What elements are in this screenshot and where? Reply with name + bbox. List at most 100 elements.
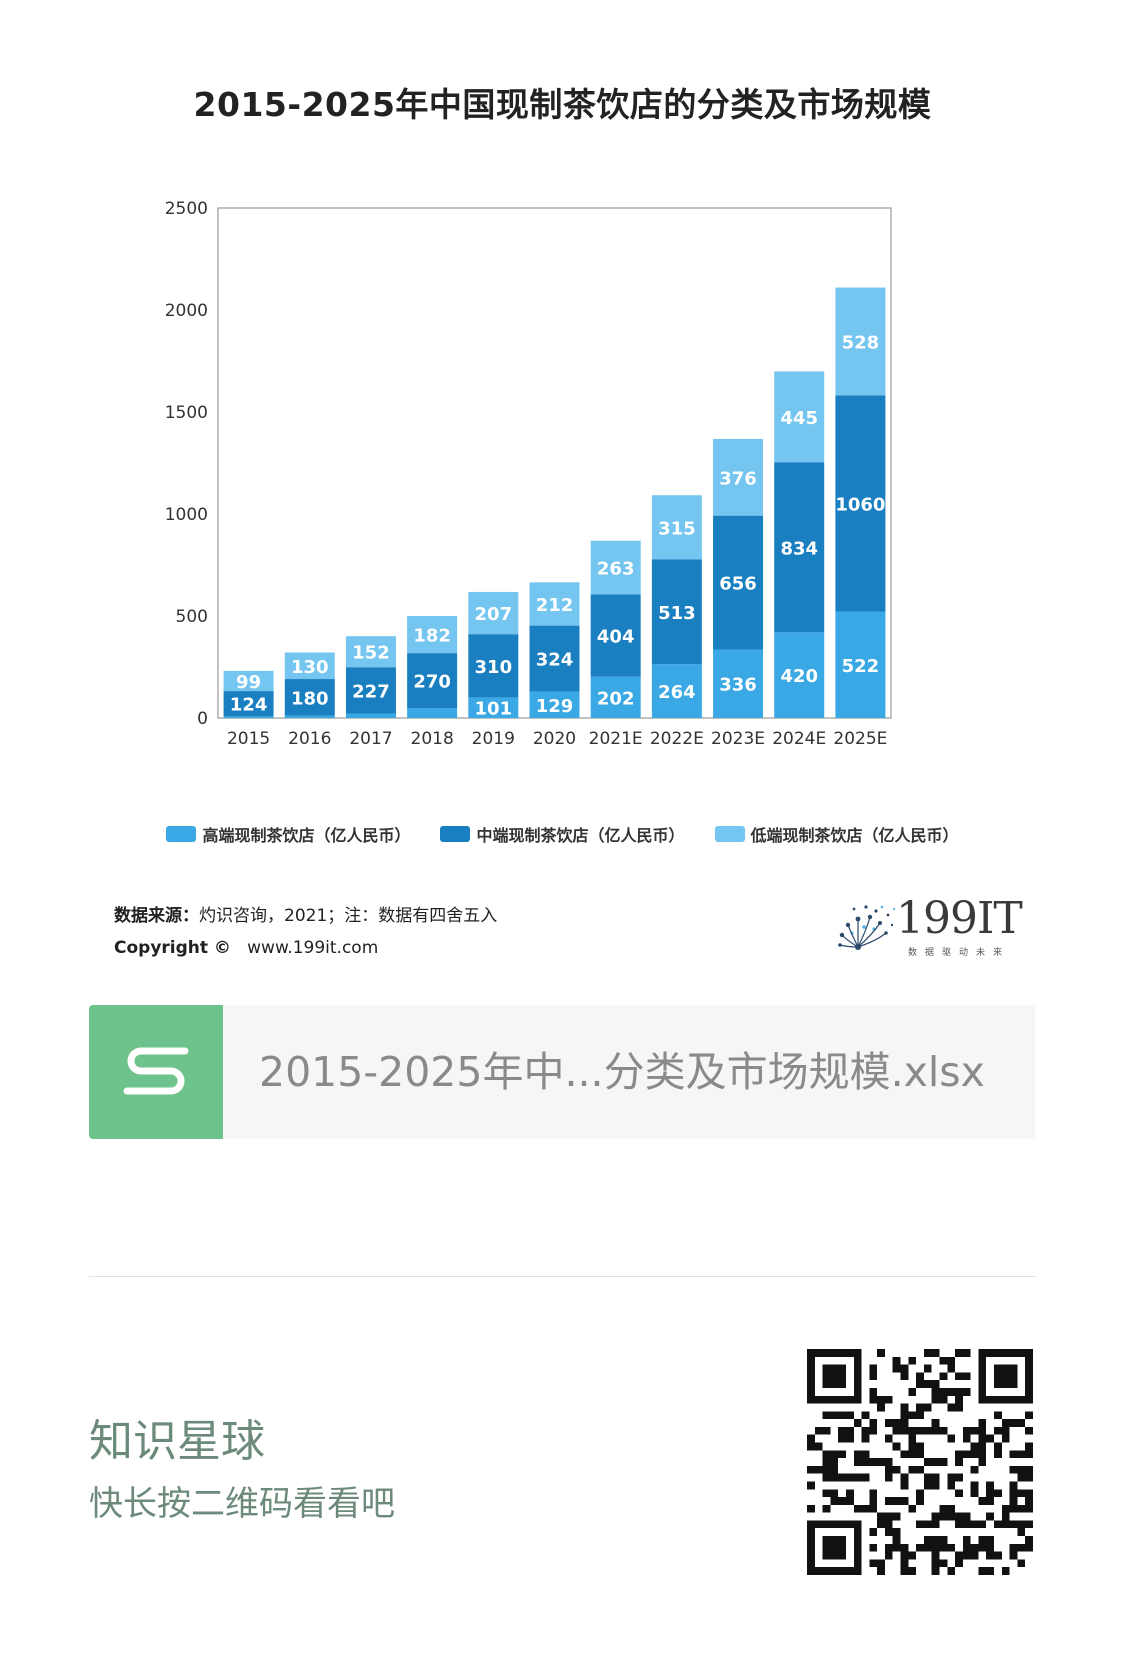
x-tick-label-2015: 2015 [227, 729, 270, 749]
data-label-2025E-series-0: 522 [842, 656, 880, 677]
data-label-2021E-series-0: 202 [597, 688, 635, 709]
x-tick-label-2016: 2016 [288, 729, 331, 749]
y-tick-label-1500: 1500 [165, 403, 208, 423]
bar-2018-series-1 [407, 653, 458, 709]
bar-2016-series-2 [284, 652, 335, 680]
data-label-2019-series-1: 310 [475, 657, 513, 678]
data-label-2015-series-1: 124 [230, 695, 268, 716]
y-tick-label-500: 500 [176, 607, 208, 627]
legend-label-low: 低端现制茶饮店（亿人民币） [750, 826, 959, 845]
bar-2021E-series-2 [590, 540, 641, 595]
source-url: www.199it.com [247, 938, 379, 958]
bar-2024E-series-0 [774, 632, 825, 718]
legend-item-low: 低端现制茶饮店（亿人民币） [714, 822, 959, 846]
legend-swatch-low [714, 826, 745, 842]
bar-2025E-series-2 [835, 287, 886, 396]
footer-title: 知识星球 [89, 1416, 265, 1467]
bar-2022E-series-1 [651, 559, 702, 665]
legend-swatch-high [166, 826, 197, 842]
data-label-2024E-series-1: 834 [780, 538, 818, 559]
bar-2024E-series-2 [774, 371, 825, 463]
dandelion-icon [838, 905, 896, 950]
source-note: 数据来源：灼识咨询，2021；注：数据有四舍五入 Copyright © www… [114, 900, 497, 964]
spreadsheet-s-icon [89, 1005, 223, 1139]
bar-2020-series-2 [529, 582, 580, 626]
bar-2017-series-2 [345, 636, 396, 668]
bar-2019-series-1 [468, 634, 519, 698]
data-label-2023E-series-1: 656 [719, 574, 757, 595]
data-label-2018-series-2: 182 [413, 626, 451, 647]
data-label-2024E-series-2: 445 [780, 408, 818, 429]
data-label-2017-series-1: 227 [352, 681, 390, 702]
file-attachment-card[interactable]: 2015-2025年中...分类及市场规模.xlsx [89, 1005, 1035, 1139]
data-label-2021E-series-1: 404 [597, 627, 635, 648]
x-tick-label-2019: 2019 [472, 729, 515, 749]
bar-2023E-series-2 [713, 438, 764, 516]
x-tick-label-2018: 2018 [411, 729, 454, 749]
legend-label-high: 高端现制茶饮店（亿人民币） [202, 826, 411, 845]
logo-tagline: 数据驱动未来 [908, 948, 1011, 958]
data-label-2025E-series-1: 1060 [835, 494, 885, 515]
bar-2015-series-1 [223, 691, 274, 717]
data-label-2023E-series-2: 376 [719, 468, 757, 489]
bar-2019-series-2 [468, 591, 519, 635]
chart-legend: 高端现制茶饮店（亿人民币） 中端现制茶饮店（亿人民币） 低端现制茶饮店（亿人民币… [0, 822, 1125, 846]
data-label-2020-series-2: 212 [536, 595, 574, 616]
legend-swatch-mid [440, 826, 471, 842]
bar-2023E-series-0 [713, 649, 764, 718]
data-label-2019-series-2: 207 [475, 604, 513, 625]
y-tick-label-0: 0 [197, 709, 208, 729]
x-tick-label-2023E: 2023E [711, 729, 765, 749]
data-label-2025E-series-2: 528 [842, 332, 880, 353]
legend-label-mid: 中端现制茶饮店（亿人民币） [476, 826, 685, 845]
divider [89, 1276, 1035, 1277]
source-label: 数据来源： [114, 906, 199, 926]
data-label-2022E-series-1: 513 [658, 603, 696, 624]
logo-text: 199IT [896, 893, 1023, 944]
bar-2020-series-1 [529, 625, 580, 692]
x-tick-label-2021E: 2021E [589, 729, 643, 749]
bar-2015-series-2 [223, 670, 274, 692]
y-tick-label-1000: 1000 [165, 505, 208, 525]
data-label-2016-series-1: 180 [291, 688, 329, 709]
logo-199it: 199IT 数据驱动未来 [828, 893, 1028, 965]
x-tick-label-2022E: 2022E [650, 729, 704, 749]
bar-2019-series-0 [468, 697, 519, 718]
bar-2018-series-0 [407, 708, 458, 718]
data-label-2017-series-2: 152 [352, 643, 390, 664]
data-label-2020-series-1: 324 [536, 650, 574, 671]
data-label-2018-series-1: 270 [413, 672, 451, 693]
x-tick-label-2017: 2017 [349, 729, 392, 749]
source-line: 数据来源：灼识咨询，2021；注：数据有四舍五入 [114, 900, 497, 932]
data-label-2024E-series-0: 420 [780, 666, 818, 687]
y-tick-label-2500: 2500 [165, 199, 208, 219]
copyright-line: Copyright © www.199it.com [114, 932, 497, 964]
bar-2017-series-0 [345, 713, 396, 718]
bar-2023E-series-1 [713, 515, 764, 650]
bar-2018-series-2 [407, 616, 458, 654]
data-label-2015-series-2: 99 [236, 672, 261, 693]
data-label-2022E-series-2: 315 [658, 518, 696, 539]
legend-item-mid: 中端现制茶饮店（亿人民币） [440, 822, 685, 846]
x-tick-label-2020: 2020 [533, 729, 576, 749]
chart-title: 2015-2025年中国现制茶饮店的分类及市场规模 [193, 85, 932, 124]
data-label-2022E-series-0: 264 [658, 682, 696, 703]
bar-2022E-series-0 [651, 664, 702, 718]
bar-2025E-series-1 [835, 395, 886, 612]
bar-2021E-series-0 [590, 676, 641, 718]
bar-2020-series-0 [529, 691, 580, 718]
legend-item-high: 高端现制茶饮店（亿人民币） [166, 822, 410, 846]
bar-2017-series-1 [345, 667, 396, 714]
x-tick-label-2024E: 2024E [772, 729, 826, 749]
data-label-2020-series-0: 129 [536, 696, 574, 717]
bar-2025E-series-0 [835, 611, 886, 718]
bar-2024E-series-1 [774, 462, 825, 633]
bar-2015-series-0 [223, 716, 274, 718]
bar-2021E-series-1 [590, 594, 641, 677]
data-label-2019-series-0: 101 [475, 699, 513, 720]
x-tick-label-2025E: 2025E [833, 729, 887, 749]
bar-2016-series-0 [284, 715, 335, 718]
bar-2016-series-1 [284, 679, 335, 716]
qr-code-icon[interactable] [807, 1349, 1033, 1575]
